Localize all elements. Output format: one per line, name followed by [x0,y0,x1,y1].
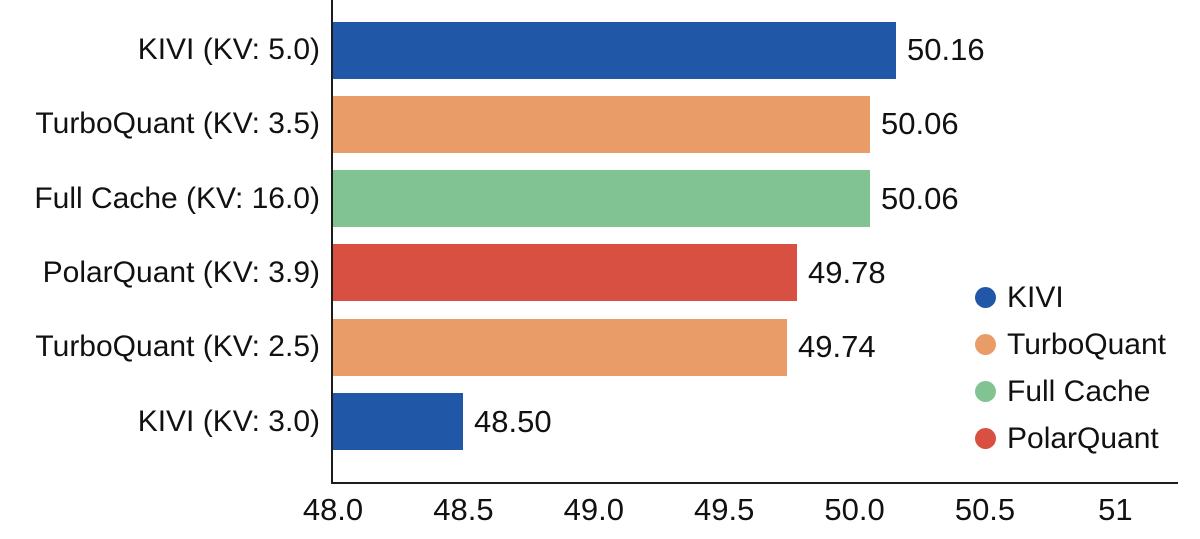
x-tick-label: 50.5 [954,492,1016,527]
legend-item-label: TurboQuant [1007,327,1166,361]
value-label: 50.06 [881,180,959,216]
legend-item: Full Cache [975,368,1166,415]
x-tick-label: 50.0 [824,492,885,527]
bar [333,318,787,376]
bar [333,393,463,450]
bar [333,21,896,79]
x-tick-label: 51 [1098,492,1133,527]
legend-marker-icon [975,428,996,449]
value-label: 48.50 [474,403,552,439]
x-tick-label: 49.0 [563,492,624,527]
legend-item-label: Full Cache [1007,374,1151,408]
x-axis-spine [331,482,1178,484]
category-label: PolarQuant (KV: 3.9) [42,255,320,289]
bar [333,95,870,153]
legend-marker-icon [975,381,996,402]
value-label: 49.74 [798,329,876,365]
legend-item-label: KIVI [1007,280,1064,314]
y-axis-spine [331,0,333,484]
category-label: Full Cache (KV: 16.0) [34,181,320,215]
legend-marker-icon [975,287,996,308]
x-tick-label: 48.0 [302,492,364,527]
bar [333,170,870,228]
x-tick-label: 49.5 [694,492,755,527]
legend-marker-icon [975,334,996,355]
category-label: TurboQuant (KV: 3.5) [35,107,320,141]
legend-item: PolarQuant [975,415,1166,462]
category-label: KIVI (KV: 3.0) [137,404,320,438]
legend-item: KIVI [975,274,1166,321]
category-label: KIVI (KV: 5.0) [137,33,320,66]
legend-item: TurboQuant [975,321,1166,368]
legend: KIVI TurboQuant Full Cache PolarQuant [975,274,1166,462]
value-label: 50.16 [907,32,985,67]
category-label: TurboQuant (KV: 2.5) [35,330,320,364]
value-label: 50.06 [881,106,959,142]
legend-item-label: PolarQuant [1007,421,1159,455]
value-label: 49.78 [808,254,886,290]
bar [333,244,797,302]
x-tick-label: 48.5 [433,492,494,527]
